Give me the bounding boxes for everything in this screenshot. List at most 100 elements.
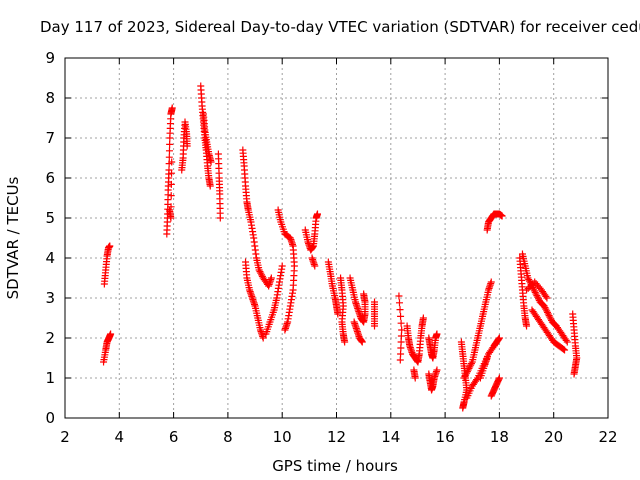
x-tick-label: 18 xyxy=(490,428,509,446)
data-point xyxy=(106,242,114,250)
data-point xyxy=(463,368,471,376)
data-point xyxy=(255,266,263,274)
data-point xyxy=(534,293,542,301)
x-tick-label: 6 xyxy=(169,428,179,446)
data-point xyxy=(495,374,503,382)
y-tick-label: 0 xyxy=(45,409,55,427)
y-tick-label: 7 xyxy=(45,129,55,147)
data-point xyxy=(411,374,419,382)
data-point xyxy=(168,158,176,166)
data-point xyxy=(542,305,550,313)
data-point xyxy=(466,363,474,371)
y-tick-label: 1 xyxy=(45,369,55,387)
data-point xyxy=(397,344,405,352)
data-point xyxy=(257,269,265,277)
data-point xyxy=(311,262,319,270)
data-point xyxy=(531,288,539,296)
data-point xyxy=(498,212,506,220)
data-point xyxy=(166,140,174,148)
data-point xyxy=(358,338,366,346)
x-axis-label: GPS time / hours xyxy=(272,457,398,475)
data-point xyxy=(183,142,191,150)
data-point xyxy=(395,299,403,307)
data-point xyxy=(371,322,379,330)
data-point xyxy=(360,290,368,298)
data-point xyxy=(433,330,441,338)
data-point xyxy=(397,350,405,358)
y-axis-label: SDTVAR / TECUs xyxy=(4,176,22,299)
data-point xyxy=(168,169,176,177)
data-point xyxy=(473,376,481,384)
data-point xyxy=(206,182,214,190)
y-tick-label: 4 xyxy=(45,249,55,267)
data-point xyxy=(534,295,542,303)
y-tick-label: 3 xyxy=(45,289,55,307)
x-tick-label: 10 xyxy=(273,428,292,446)
data-point xyxy=(334,310,342,318)
data-point xyxy=(543,308,551,316)
data-point xyxy=(281,326,289,334)
data-points xyxy=(100,82,581,412)
data-point xyxy=(487,278,495,286)
data-point xyxy=(168,104,176,112)
data-point xyxy=(460,374,468,382)
data-point xyxy=(526,283,534,291)
x-tick-label: 12 xyxy=(327,428,346,446)
data-point xyxy=(543,294,551,302)
y-tick-label: 5 xyxy=(45,209,55,227)
data-point xyxy=(527,281,535,289)
data-point xyxy=(341,338,349,346)
x-tick-label: 22 xyxy=(598,428,617,446)
data-point xyxy=(167,180,175,188)
data-point xyxy=(570,370,578,378)
data-point xyxy=(459,404,467,412)
data-point xyxy=(461,372,469,380)
data-point xyxy=(532,290,540,298)
data-point xyxy=(433,366,441,374)
data-point xyxy=(419,314,427,322)
data-point xyxy=(559,345,567,353)
data-point xyxy=(107,330,115,338)
data-point xyxy=(467,360,475,368)
data-point xyxy=(165,147,173,155)
data-point xyxy=(397,338,405,346)
data-point xyxy=(533,292,541,300)
data-point xyxy=(165,153,173,161)
data-point xyxy=(397,312,405,320)
data-point xyxy=(467,361,475,369)
data-point xyxy=(395,292,403,300)
data-point xyxy=(278,262,286,270)
x-tick-label: 8 xyxy=(223,428,233,446)
data-point xyxy=(543,307,551,315)
x-tick-label: 4 xyxy=(115,428,125,446)
data-point xyxy=(544,310,552,318)
data-point xyxy=(463,369,471,377)
data-point xyxy=(396,356,404,364)
data-point xyxy=(541,304,549,312)
data-point xyxy=(216,214,224,222)
data-point xyxy=(523,286,531,294)
data-point xyxy=(398,326,406,334)
data-point xyxy=(495,334,503,342)
x-tick-label: 14 xyxy=(381,428,400,446)
data-point xyxy=(525,276,533,284)
y-tick-label: 2 xyxy=(45,329,55,347)
data-point xyxy=(542,292,550,300)
data-point xyxy=(547,315,555,323)
data-point xyxy=(523,322,531,330)
data-point xyxy=(563,338,571,346)
y-tick-label: 9 xyxy=(45,49,55,67)
data-point xyxy=(465,364,473,372)
data-point xyxy=(540,302,548,310)
x-tick-label: 20 xyxy=(544,428,563,446)
chart-title: Day 117 of 2023, Sidereal Day-to-day VTE… xyxy=(40,18,640,36)
data-point xyxy=(313,210,321,218)
data-point xyxy=(561,346,569,354)
data-point xyxy=(396,306,404,314)
data-point xyxy=(397,319,405,327)
data-point xyxy=(562,336,570,344)
data-point xyxy=(483,354,491,362)
data-point xyxy=(462,371,470,379)
